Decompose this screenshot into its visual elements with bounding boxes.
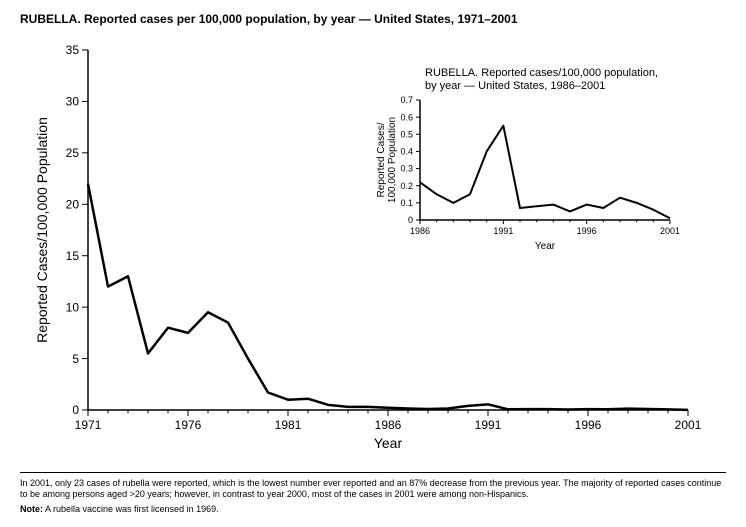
footnote-note-label: Note: bbox=[20, 504, 43, 514]
svg-text:2001: 2001 bbox=[660, 226, 680, 236]
footnote-note-text: A rubella vaccine was first licensed in … bbox=[43, 504, 219, 514]
svg-text:RUBELLA. Reported cases/100,00: RUBELLA. Reported cases/100,000 populati… bbox=[425, 67, 658, 79]
svg-text:0.6: 0.6 bbox=[400, 112, 413, 122]
svg-text:0.3: 0.3 bbox=[400, 164, 413, 174]
footnote-note: Note: A rubella vaccine was first licens… bbox=[20, 504, 726, 515]
svg-text:0: 0 bbox=[408, 215, 413, 225]
svg-text:by year — United States, 1986–: by year — United States, 1986–2001 bbox=[425, 80, 605, 92]
svg-text:100,000 Population: 100,000 Population bbox=[387, 117, 398, 203]
footnote-paragraph: In 2001, only 23 cases of rubella were r… bbox=[20, 478, 726, 501]
svg-text:0.2: 0.2 bbox=[400, 181, 413, 191]
footnote-divider bbox=[20, 472, 726, 473]
svg-text:1986: 1986 bbox=[410, 226, 430, 236]
svg-text:0.7: 0.7 bbox=[400, 95, 413, 105]
svg-text:0.5: 0.5 bbox=[400, 129, 413, 139]
svg-text:1991: 1991 bbox=[493, 226, 513, 236]
svg-text:0.1: 0.1 bbox=[400, 198, 413, 208]
inset-chart: 0 0.1 0.2 0.3 0.4 0.5 0.6 0.7 1986 1991 1996 2001 Ye… bbox=[0, 0, 746, 470]
svg-text:1996: 1996 bbox=[577, 226, 597, 236]
svg-text:Reported Cases/: Reported Cases/ bbox=[376, 122, 387, 197]
svg-text:0.4: 0.4 bbox=[400, 147, 413, 157]
svg-text:Year: Year bbox=[535, 241, 556, 252]
